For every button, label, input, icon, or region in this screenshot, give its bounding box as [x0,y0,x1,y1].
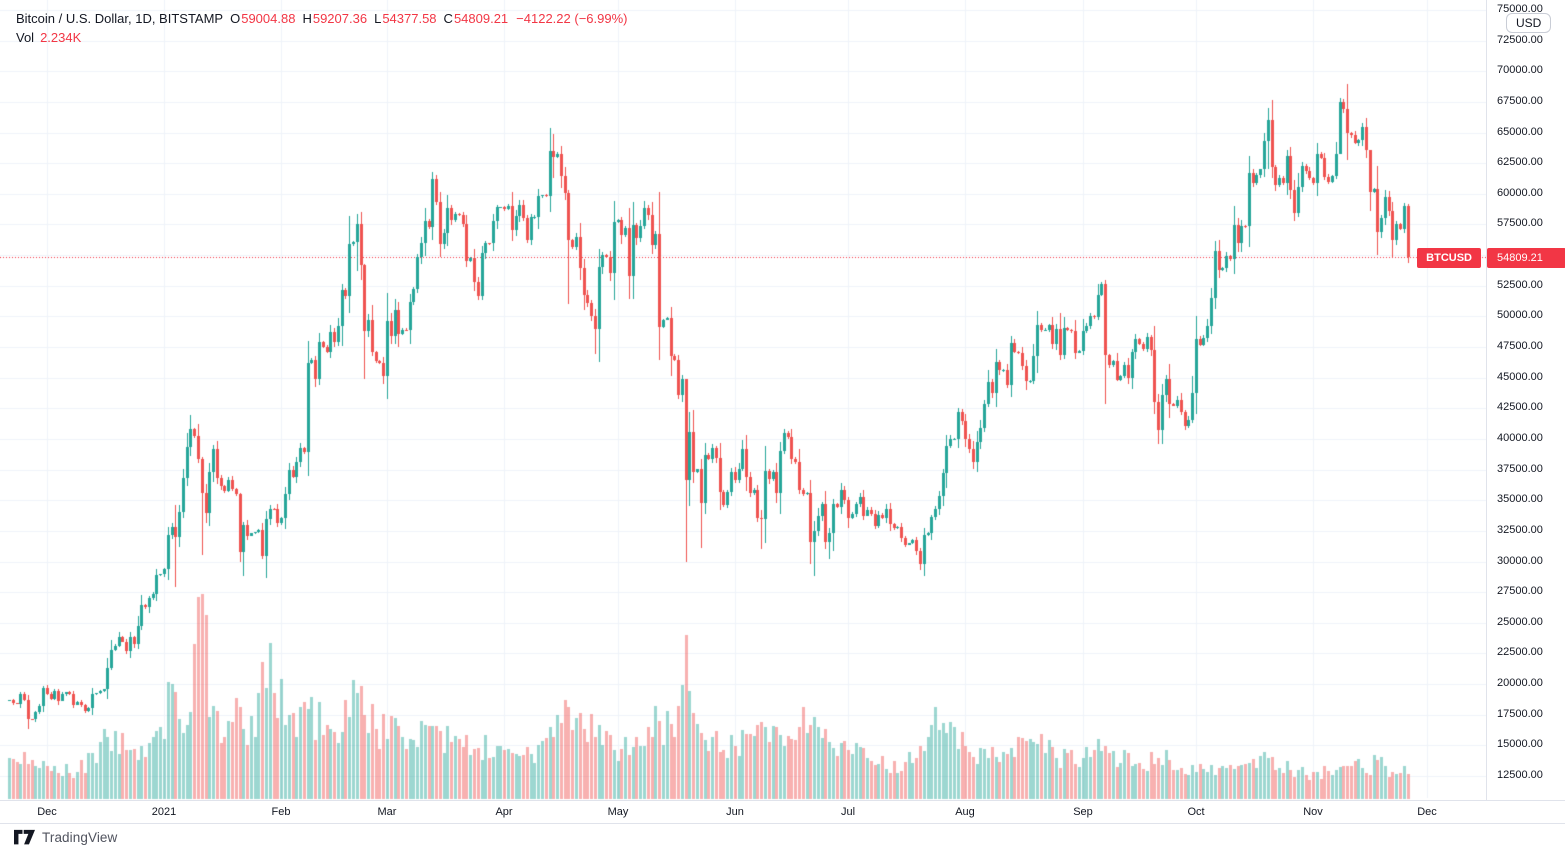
price-tick-label: 70000.00 [1497,64,1543,76]
volume-label: Vol [16,30,35,45]
high-label: H [302,11,312,26]
price-tick-label: 45000.00 [1497,371,1543,383]
time-tick-label: May [607,806,629,818]
legend-symbol-row: Bitcoin / U.S. Dollar, 1D, BITSTAMP O5900… [16,9,627,28]
price-tick-label: 67500.00 [1497,95,1543,107]
time-tick-label: 2021 [151,806,177,818]
price-axis[interactable]: 75000.00 72500.00 70000.00 67500.00 65000.00… [1486,0,1565,823]
time-tick-label: Nov [1303,806,1323,818]
price-tick-label: 32500.00 [1497,524,1543,536]
price-tick-label: 40000.00 [1497,432,1543,444]
time-tick-label: Dec [37,806,57,818]
open-label: O [230,11,241,26]
price-tick-label: 30000.00 [1497,555,1543,567]
ticker-price-tag: BTCUSD [1417,248,1481,268]
time-tick-label: Feb [271,806,291,818]
currency-button[interactable]: USD [1506,13,1552,33]
symbol-title[interactable]: Bitcoin / U.S. Dollar, 1D, BITSTAMP [16,11,224,26]
price-chart-canvas[interactable] [0,0,1486,800]
time-tick-label: Mar [377,806,397,818]
open-number: 59004.88 [241,11,296,26]
open-value: O59004.88 [230,11,295,26]
price-tick-label: 37500.00 [1497,463,1543,475]
change-value: −4122.22 (−6.99%) [516,11,628,26]
high-number: 59207.36 [312,11,368,26]
time-tick-label: Oct [1187,806,1205,818]
price-tick-label: 42500.00 [1497,401,1543,413]
price-tick-label: 35000.00 [1497,493,1543,505]
time-tick-label: Jul [840,806,856,818]
tradingview-watermark[interactable]: TradingView [14,829,117,846]
close-value: C54809.21 [444,11,509,26]
price-tick-label: 20000.00 [1497,677,1543,689]
price-tick-label: 12500.00 [1497,769,1543,781]
low-number: 54377.58 [382,11,437,26]
price-tick-label: 17500.00 [1497,708,1543,720]
price-tick-label: 27500.00 [1497,585,1543,597]
price-tick-label: 60000.00 [1497,187,1543,199]
time-tick-label: Aug [955,806,975,818]
volume-value: 2.234K [40,30,82,45]
legend-volume-row: Vol 2.234K [16,28,627,47]
price-tick-label: 57500.00 [1497,217,1543,229]
price-tick-label: 50000.00 [1497,309,1543,321]
high-value: H59207.36 [302,11,367,26]
low-value: L54377.58 [374,11,436,26]
time-tick-label: Jun [726,806,744,818]
time-tick-label: Apr [495,806,513,818]
price-tick-label: 62500.00 [1497,156,1543,168]
chart-legend: Bitcoin / U.S. Dollar, 1D, BITSTAMP O5900… [16,9,627,47]
price-tick-label: 72500.00 [1497,34,1543,46]
close-label: C [443,11,453,26]
low-label: L [374,11,382,26]
time-axis[interactable]: Dec 2021 Feb Mar Apr May Jun Jul Aug Sep Oct Nov Dec [0,800,1565,824]
price-tick-label: 52500.00 [1497,279,1543,291]
price-tick-label: 65000.00 [1497,126,1543,138]
close-number: 54809.21 [453,11,509,26]
price-tick-label: 15000.00 [1497,738,1543,750]
price-tick-label: 22500.00 [1497,646,1543,658]
time-tick-label: Dec [1417,806,1437,818]
price-tick-label: 47500.00 [1497,340,1543,352]
price-tick-label: 75000.00 [1497,3,1543,15]
last-price-label: 54809.21 [1487,248,1565,268]
tradingview-logo-icon [14,829,35,845]
tradingview-logo-text: TradingView [42,830,118,845]
price-tick-label: 25000.00 [1497,616,1543,628]
time-tick-label: Sep [1073,806,1093,818]
